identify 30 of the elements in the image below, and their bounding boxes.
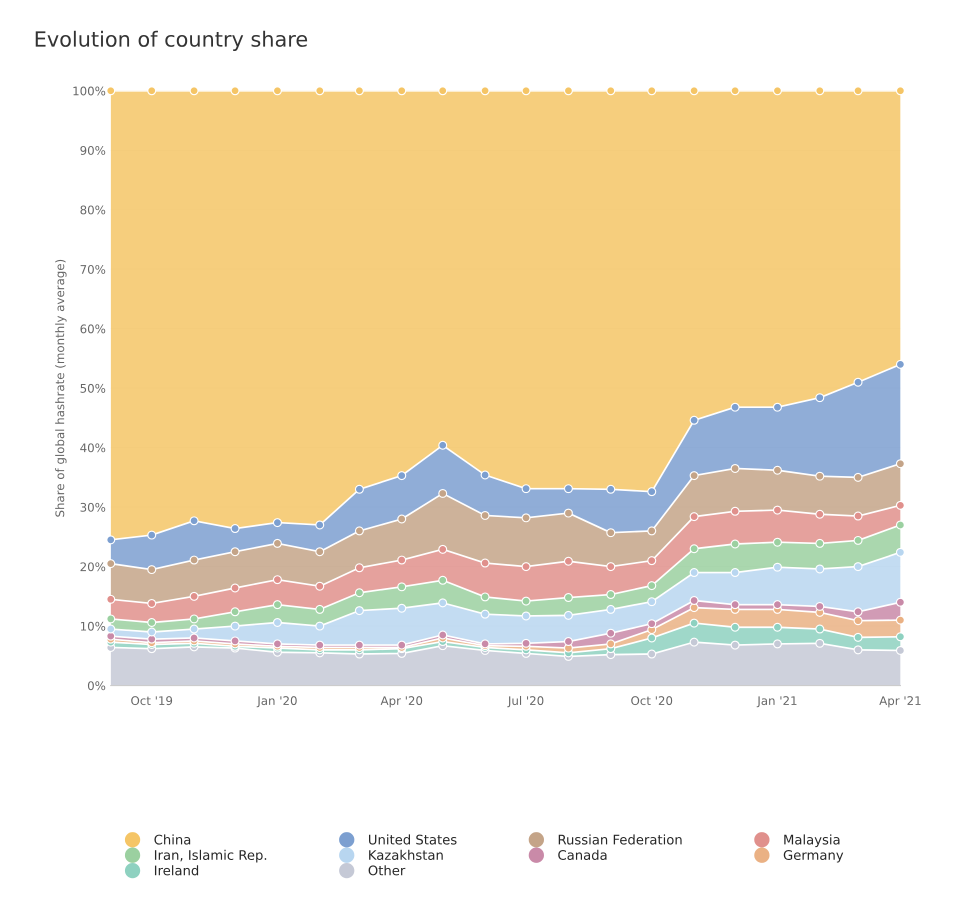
y-tick-label: 0% xyxy=(88,681,106,690)
x-tick-label: Oct '19 xyxy=(131,696,172,706)
y-tick-label: 40% xyxy=(80,443,106,452)
legend-label: Russian Federation xyxy=(558,834,682,845)
x-tick-label: Apr '21 xyxy=(879,696,921,708)
y-tick-label: 20% xyxy=(80,562,106,572)
legend-label: Kazakhstan xyxy=(369,850,443,860)
y-tick-label: 10% xyxy=(80,622,106,631)
y-tick-label: 90% xyxy=(80,146,106,155)
legend-label: Ireland xyxy=(154,865,198,876)
x-tick-label: Apr '20 xyxy=(380,696,422,708)
x-tick-label: Oct '20 xyxy=(631,696,672,706)
legend-label: Other xyxy=(368,865,406,876)
y-tick-label: 30% xyxy=(80,502,106,512)
legend-label: Canada xyxy=(558,850,606,860)
x-tick-label: Jul '20 xyxy=(507,696,544,708)
legend-label: Iran, Islamic Rep. xyxy=(154,850,266,863)
x-tick-label: Jan '21 xyxy=(756,696,796,708)
y-tick-label: 80% xyxy=(80,205,106,214)
y-tick-label: 100% xyxy=(73,86,106,96)
y-tick-label: 70% xyxy=(80,264,106,274)
y-axis-title: Share of global hashrate (monthly average) xyxy=(55,260,67,517)
legend-label: China xyxy=(154,834,190,845)
y-tick-label: 50% xyxy=(80,384,106,393)
legend-label: Germany xyxy=(784,850,844,863)
x-tick-label: Jan '20 xyxy=(256,696,297,708)
y-tick-label: 60% xyxy=(80,324,106,334)
legend-label: Malaysia xyxy=(784,834,840,848)
chart-title: Evolution of country share xyxy=(36,30,308,51)
legend-label: United States xyxy=(368,834,457,845)
